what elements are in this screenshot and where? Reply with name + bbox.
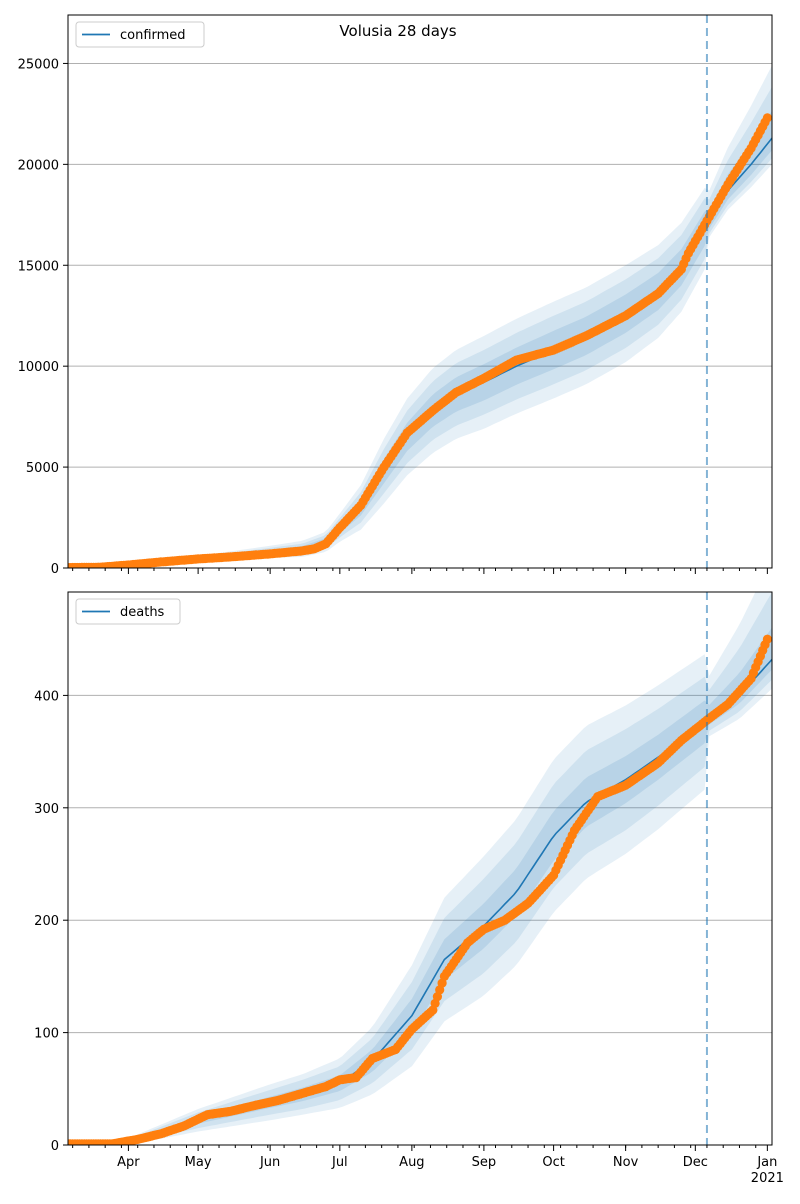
chart-title: Volusia 28 days <box>339 22 456 40</box>
deaths-axes-frame <box>67 591 773 1146</box>
confirmed-legend-label: confirmed <box>120 28 186 43</box>
deaths-panel: 0 100 200 300 400 Apr May Jun Jul Aug Sep Oct Nov Dec… <box>34 591 784 1186</box>
deaths-observed-point <box>762 634 772 644</box>
confirmed-uncertainty-band <box>68 110 772 568</box>
deaths-xtick-label: Aug <box>399 1155 424 1170</box>
deaths-ytick-label: 100 <box>34 1027 59 1042</box>
deaths-xtick-sublabel: 2021 <box>751 1171 784 1186</box>
deaths-ytick-label: 400 <box>34 689 59 704</box>
confirmed-ytick-label: 0 <box>51 562 59 577</box>
deaths-ytick-label: 0 <box>51 1139 59 1154</box>
deaths-xtick-label: Jan <box>756 1155 777 1170</box>
confirmed-uncertainty-band <box>68 65 772 568</box>
deaths-xtick-label: Jul <box>331 1155 348 1170</box>
deaths-xtick-label: Sep <box>472 1155 497 1170</box>
deaths-ytick-label: 300 <box>34 802 59 817</box>
deaths-xtick-label: Oct <box>542 1155 564 1170</box>
confirmed-legend-box <box>75 21 205 48</box>
deaths-uncertainty-band <box>68 592 772 1144</box>
confirmed-model-line <box>68 137 772 568</box>
confirmed-observed-point <box>762 113 772 123</box>
confirmed-uncertainty-band <box>68 86 772 568</box>
confirmed-ytick-label: 10000 <box>18 360 59 375</box>
deaths-ytick-label: 200 <box>34 914 59 929</box>
confirmed-ytick-label: 5000 <box>26 461 59 476</box>
confirmed-ytick-label: 20000 <box>18 158 59 173</box>
deaths-legend: deaths <box>75 598 181 625</box>
deaths-xtick-label: Nov <box>613 1155 639 1170</box>
deaths-xtick-label: Apr <box>117 1155 140 1170</box>
deaths-xtick-label: Jun <box>259 1155 280 1170</box>
confirmed-axes-frame <box>67 14 773 569</box>
confirmed-panel: 0 5000 10000 15000 20000 25000 confirmed <box>18 14 773 577</box>
deaths-legend-label: deaths <box>120 605 165 620</box>
confirmed-ytick-label: 15000 <box>18 259 59 274</box>
deaths-xtick-label: May <box>185 1155 212 1170</box>
confirmed-legend: confirmed <box>75 21 205 48</box>
confirmed-ytick-label: 25000 <box>18 57 59 72</box>
deaths-uncertainty-band <box>68 592 772 1145</box>
deaths-legend-box <box>75 598 181 625</box>
deaths-xtick-label: Dec <box>683 1155 708 1170</box>
